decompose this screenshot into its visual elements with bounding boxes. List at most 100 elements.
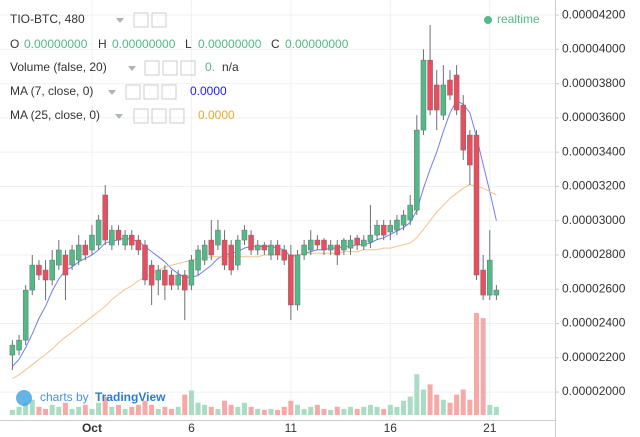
volume-bar: [420, 389, 426, 415]
volume-bar: [487, 404, 493, 415]
volume-bar: [354, 408, 360, 415]
eye-icon[interactable]: [133, 108, 149, 124]
candle-body: [347, 239, 354, 249]
volume-bar: [341, 408, 347, 415]
y-tick-label: 0.00003400: [562, 144, 626, 158]
volume-bar: [149, 404, 155, 415]
settings-icon[interactable]: [162, 60, 178, 76]
candle-body: [128, 234, 135, 246]
eye-icon[interactable]: [125, 84, 141, 100]
volume-bar: [69, 408, 75, 415]
settings-icon[interactable]: [143, 84, 159, 100]
volume-bar: [188, 390, 194, 415]
y-tick-label: 0.00002400: [562, 316, 626, 330]
candle-body: [341, 239, 347, 251]
volume-bar: [9, 409, 15, 415]
candle-body: [135, 239, 142, 251]
volume-bar: [49, 404, 55, 415]
y-tick-label: 0.00003200: [562, 179, 626, 193]
candle-body: [182, 274, 188, 291]
ohlc-value: 0.00000000: [285, 37, 349, 51]
x-tick-label: Oct: [82, 421, 102, 435]
ohlc-label: C: [271, 37, 280, 51]
volume-bar: [367, 404, 373, 415]
candle-body: [327, 244, 334, 251]
volume-bar: [387, 404, 393, 415]
candle-body: [493, 289, 500, 296]
indicator-value: 0.: [205, 60, 215, 74]
watermark-brand: TradingView: [95, 390, 166, 404]
candle-body: [221, 239, 228, 266]
volume-bar: [493, 406, 499, 415]
dropdown[interactable]: [128, 66, 136, 71]
dropdown[interactable]: [115, 114, 123, 119]
volume-bar: [255, 408, 261, 415]
candle-body: [208, 239, 215, 256]
candle-body: [414, 129, 420, 211]
settings-icon[interactable]: [151, 12, 167, 28]
ma-line: [12, 184, 497, 379]
watermark-prefix: charts by: [40, 390, 89, 404]
y-tick-label: 0.00002600: [562, 281, 626, 295]
close-icon[interactable]: [180, 60, 196, 76]
dropdown[interactable]: [116, 18, 124, 23]
candle-body: [407, 204, 413, 221]
eye-icon[interactable]: [133, 12, 149, 28]
close-icon[interactable]: [161, 84, 177, 100]
volume-bar: [82, 404, 88, 415]
ohlc-label: L: [185, 37, 192, 51]
y-tick-label: 0.00003000: [562, 213, 626, 227]
candle-body: [394, 219, 400, 231]
candle-body: [447, 79, 453, 96]
volume-bar: [348, 406, 354, 415]
candle-body: [155, 269, 162, 281]
candle-body: [420, 59, 427, 131]
close-icon[interactable]: [169, 108, 185, 124]
volume-bar: [89, 408, 95, 415]
candle-body: [354, 237, 360, 246]
volume-bar: [115, 404, 121, 415]
volume-bar: [447, 402, 453, 415]
candle-body: [175, 274, 181, 286]
candle-body: [201, 244, 208, 261]
candle-body: [62, 254, 69, 276]
candle-body: [294, 254, 301, 306]
volume-bar: [36, 406, 42, 415]
candle-body: [400, 214, 407, 226]
x-tick-label: 16: [384, 421, 398, 435]
volume-bar: [294, 404, 300, 415]
volume-bar: [480, 318, 486, 415]
volume-bar: [195, 402, 201, 415]
candle-body: [95, 219, 102, 246]
candle-body: [467, 134, 473, 166]
candle-body: [102, 194, 108, 241]
volume-bar: [135, 404, 141, 415]
settings-icon[interactable]: [151, 108, 167, 124]
candle-body: [460, 104, 466, 151]
candle-body: [433, 84, 440, 111]
volume-bar: [268, 408, 274, 415]
indicator-name: Volume (false, 20): [10, 60, 107, 74]
y-tick-label: 0.00004200: [562, 7, 626, 21]
volume-bar: [43, 408, 49, 415]
indicator-extra: n/a: [222, 60, 239, 74]
candle-body: [274, 244, 281, 256]
volume-bar: [76, 406, 82, 415]
volume-bar: [62, 402, 68, 415]
volume-bar: [129, 406, 135, 415]
volume-bar: [281, 406, 287, 415]
volume-bar: [394, 406, 400, 415]
volume-bar: [374, 406, 380, 415]
eye-icon[interactable]: [144, 60, 160, 76]
candle-body: [89, 234, 95, 251]
candle-body: [380, 224, 387, 236]
candle-body: [387, 224, 394, 233]
candle-body: [440, 84, 447, 116]
candle-body: [188, 259, 195, 286]
candle-body: [148, 264, 155, 286]
candle-body: [75, 244, 82, 261]
candle-body: [215, 229, 221, 246]
candle-body: [56, 249, 62, 266]
dropdown[interactable]: [108, 90, 116, 95]
ohlc-label: H: [98, 37, 107, 51]
